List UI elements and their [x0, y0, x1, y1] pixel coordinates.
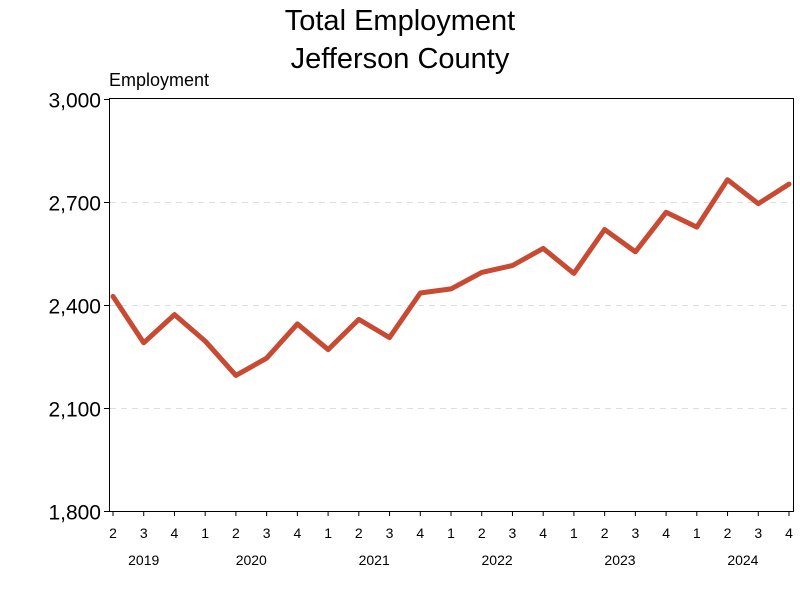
- series-layer: [110, 177, 792, 378]
- x-tick-label: 2: [724, 525, 732, 541]
- y-axis: 1,800 2,100 2,400 2,700 3,000: [48, 90, 110, 525]
- y-tick-label: 1,800: [48, 502, 101, 525]
- x-tick-label: 2: [109, 525, 117, 541]
- x-year-label: 2023: [604, 552, 635, 568]
- x-tick-label: 3: [754, 525, 762, 541]
- x-year-label: 2021: [359, 552, 390, 568]
- x-tick-label: 1: [324, 525, 332, 541]
- y-tick-label: 2,700: [48, 193, 101, 216]
- x-tick-label: 4: [785, 525, 793, 541]
- chart-subtitle: Jefferson County: [291, 43, 510, 75]
- x-tick-label: 4: [662, 525, 670, 541]
- y-tick-label: 2,100: [48, 399, 101, 422]
- x-tick-label: 4: [416, 525, 424, 541]
- x-tick-label: 1: [570, 525, 578, 541]
- x-tick-label: 2: [478, 525, 486, 541]
- x-year-label: 2024: [727, 552, 758, 568]
- x-tick-label: 4: [293, 525, 301, 541]
- y-tick-label: 3,000: [48, 90, 101, 113]
- x-year-label: 2019: [128, 552, 159, 568]
- chart-title: Total Employment: [285, 5, 516, 37]
- x-year-label: 2020: [236, 552, 267, 568]
- x-tick-label: 1: [447, 525, 455, 541]
- x-tick-label: 1: [201, 525, 209, 541]
- x-tick-label: 3: [509, 525, 517, 541]
- x-tick-label: 3: [386, 525, 394, 541]
- x-tick-label: 3: [263, 525, 271, 541]
- x-tick-label: 1: [693, 525, 701, 541]
- x-tick-label: 3: [140, 525, 148, 541]
- x-tick-label: 4: [539, 525, 547, 541]
- x-tick-label: 3: [631, 525, 639, 541]
- series-line: [110, 177, 792, 378]
- x-tick-label: 4: [171, 525, 179, 541]
- x-tick-label: 2: [355, 525, 363, 541]
- y-axis-label: Employment: [109, 70, 209, 90]
- x-tick-label: 2: [232, 525, 240, 541]
- x-axis: 2 3 4 1 2 3 4 1 2 3 4 1 2 3 4 1 2 3 4 1 2 3 4 2019 2020 2021 2022 2…: [109, 511, 793, 568]
- x-tick-label: 2: [601, 525, 609, 541]
- gridlines: [110, 202, 793, 409]
- y-tick-label: 2,400: [48, 296, 101, 319]
- x-year-label: 2022: [482, 552, 513, 568]
